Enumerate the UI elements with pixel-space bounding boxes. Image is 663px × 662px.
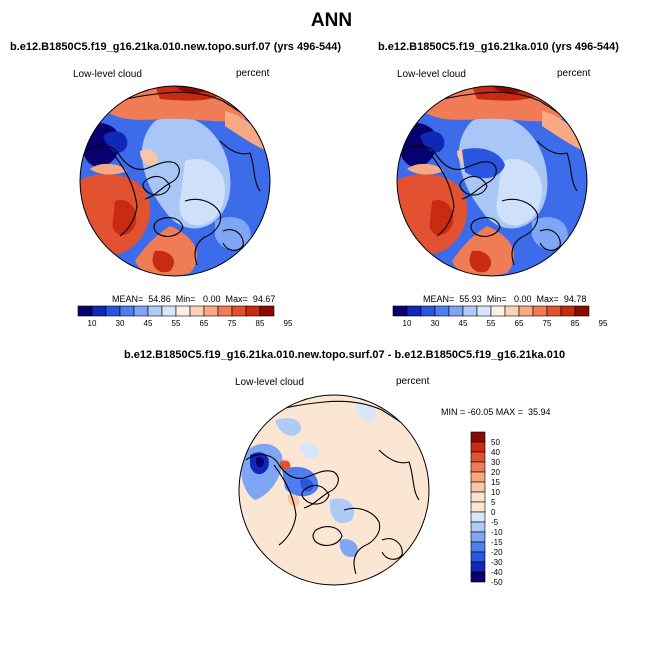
panel-3-colorbar-box-5 <box>470 481 486 493</box>
panel-3-colorbar-box-8 <box>470 511 486 523</box>
panel-1-colorbar-box-5 <box>147 305 163 317</box>
panel-2-colorbar-box-2 <box>420 305 436 317</box>
panel-3-colorbar-tick-label: -5 <box>491 518 499 527</box>
panel-3-colorbar-tick-label: -15 <box>491 538 503 547</box>
panel-1-colorbar-tick-label: 85 <box>256 319 265 328</box>
panel-2-colorbar-box-0 <box>392 305 408 317</box>
panel-1-colorbar-box-8 <box>189 305 205 317</box>
panel-3-title: b.e12.B1850C5.f19_g16.21ka.010.new.topo.… <box>124 349 566 361</box>
panel-3-colorbar-tick-label: 20 <box>491 468 500 477</box>
panel-3-colorbar-box-10 <box>470 531 486 543</box>
panel-2-title: b.e12.B1850C5.f19_g16.21ka.010 (yrs 496-… <box>378 41 619 53</box>
panel-3-colorbar-tick-label: -50 <box>491 578 503 587</box>
panel-1-colorbar-box-7 <box>175 305 191 317</box>
panel-2-map <box>396 85 588 277</box>
panel-2-variable-label: Low-level cloud <box>397 69 466 80</box>
panel-2-colorbar-box-6 <box>476 305 492 317</box>
panel-1-colorbar-tick-label: 95 <box>284 319 293 328</box>
panel-3-units-label: percent <box>396 376 430 387</box>
panel-1-colorbar-box-12 <box>245 305 261 317</box>
panel-2-colorbar-box-4 <box>448 305 464 317</box>
panel-3-colorbar-box-4 <box>470 471 486 483</box>
panel-3-colorbar-box-7 <box>470 501 486 513</box>
panel-3-variable-label: Low-level cloud <box>235 377 304 388</box>
panel-3-colorbar-tick-label: 50 <box>491 438 500 447</box>
panel-3-colorbar-box-0 <box>470 431 486 443</box>
panel-1-variable-label: Low-level cloud <box>73 69 142 80</box>
panel-2-colorbar-box-10 <box>532 305 548 317</box>
panel-3-colorbar-tick-label: 15 <box>491 478 500 487</box>
panel-3-stats: MIN = -60.05 MAX = 35.94 <box>441 407 551 417</box>
panel-2-colorbar-tick-label: 65 <box>515 319 524 328</box>
panel-1-colorbar-box-0 <box>77 305 93 317</box>
panel-3-colorbar-tick-label: -10 <box>491 528 503 537</box>
panel-2-colorbar-box-7 <box>490 305 506 317</box>
panel-1-colorbar-tick-label: 65 <box>200 319 209 328</box>
panel-2-colorbar-tick-label: 75 <box>543 319 552 328</box>
panel-3-colorbar-box-3 <box>470 461 486 473</box>
panel-1-colorbar-tick-label: 30 <box>116 319 125 328</box>
panel-2-colorbar-box-3 <box>434 305 450 317</box>
panel-1-colorbar-tick-label: 75 <box>228 319 237 328</box>
panel-3-colorbar-box-1 <box>470 441 486 453</box>
panel-2-units-label: percent <box>557 68 591 79</box>
panel-3-colorbar-tick-label: 30 <box>491 458 500 467</box>
panel-1-colorbar-box-4 <box>133 305 149 317</box>
panel-3-colorbar-box-2 <box>470 451 486 463</box>
panel-1-units-label: percent <box>236 68 270 79</box>
panel-3-colorbar-box-14 <box>470 571 486 583</box>
panel-1-stats: MEAN= 54.86 Min= 0.00 Max= 94.67 <box>112 294 276 304</box>
panel-2-colorbar-tick-label: 45 <box>459 319 468 328</box>
panel-1-colorbar-tick-label: 45 <box>144 319 153 328</box>
panel-2-colorbar-tick-label: 95 <box>599 319 608 328</box>
panel-3-colorbar-box-11 <box>470 541 486 553</box>
panel-3-colorbar-tick-label: 10 <box>491 488 500 497</box>
panel-3-colorbar-tick-label: -20 <box>491 548 503 557</box>
panel-2-colorbar-box-8 <box>504 305 520 317</box>
panel-2-colorbar-tick-label: 85 <box>571 319 580 328</box>
panel-3-colorbar-tick-label: 5 <box>491 498 496 507</box>
panel-1-map <box>79 85 271 277</box>
figure-title: ANN <box>310 10 353 31</box>
panel-1-colorbar: 10 30 45 55 65 75 85 95 <box>77 305 293 328</box>
panel-2-colorbar-box-5 <box>462 305 478 317</box>
panel-3-colorbar-box-9 <box>470 521 486 533</box>
panel-1-colorbar-box-11 <box>231 305 247 317</box>
panel-1-colorbar-tick-label: 55 <box>172 319 181 328</box>
panel-2-colorbar-tick-label: 30 <box>431 319 440 328</box>
panel-1-colorbar-box-3 <box>119 305 135 317</box>
panel-2-colorbar-box-12 <box>560 305 576 317</box>
panel-3-colorbar-tick-label: 40 <box>491 448 500 457</box>
panel-1-colorbar-box-9 <box>203 305 219 317</box>
panel-2-colorbar: 10 30 45 55 65 75 85 95 <box>392 305 608 328</box>
panel-3-colorbar-tick-label: -40 <box>491 568 503 577</box>
panel-1-colorbar-box-1 <box>91 305 107 317</box>
panel-2-colorbar-box-9 <box>518 305 534 317</box>
panel-1-colorbar-tick-label: 10 <box>88 319 97 328</box>
panel-3-colorbar-tick-label: 0 <box>491 508 496 517</box>
panel-1-colorbar-box-2 <box>105 305 121 317</box>
panel-3-colorbar-box-12 <box>470 551 486 563</box>
panel-3-colorbar-tick-label: -30 <box>491 558 503 567</box>
panel-2-stats: MEAN= 55.93 Min= 0.00 Max= 94.78 <box>423 294 587 304</box>
panel-2-colorbar-tick-label: 55 <box>487 319 496 328</box>
panel-2-colorbar-box-1 <box>406 305 422 317</box>
panel-2-colorbar-tick-label: 10 <box>403 319 412 328</box>
panel-1-title: b.e12.B1850C5.f19_g16.21ka.010.new.topo.… <box>10 41 341 53</box>
panel-3-colorbar-box-6 <box>470 491 486 503</box>
panel-1-colorbar-box-6 <box>161 305 177 317</box>
panel-1-colorbar-box-13 <box>259 305 275 317</box>
panel-3-colorbar-box-13 <box>470 561 486 573</box>
panel-1-colorbar-box-10 <box>217 305 233 317</box>
panel-3-map <box>238 394 430 586</box>
panel-2-colorbar-box-13 <box>574 305 590 317</box>
panel-2-colorbar-box-11 <box>546 305 562 317</box>
